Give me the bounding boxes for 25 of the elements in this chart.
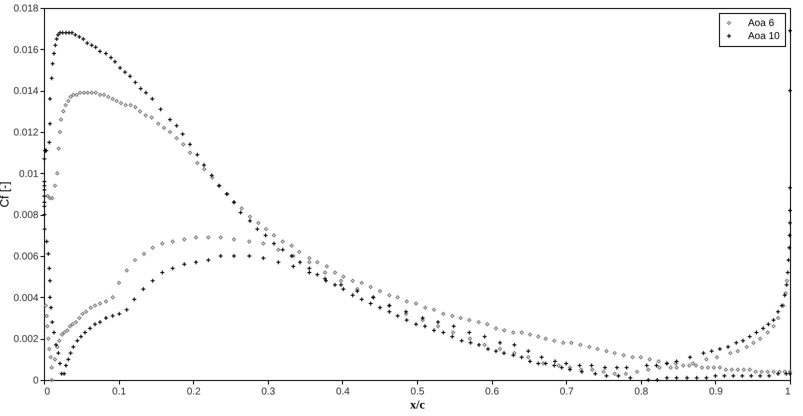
y-tick-label: 0.004 [13,292,39,304]
y-tick-label: 0.006 [13,252,39,262]
y-tick-label: 0.008 [13,210,39,222]
y-tick-label: 0.018 [13,4,39,14]
x-tick-label: 0.4 [336,386,350,398]
x-tick-label: 0.5 [410,386,425,398]
x-axis-title: x/c [410,398,426,412]
x-tick-label: 0.9 [708,386,724,398]
legend-label: Aoa 10 [748,31,780,42]
y-tick-label: 0.012 [13,128,39,138]
x-tick-label: 1 [784,386,791,398]
x-tick-label: 0.8 [634,386,649,398]
x-tick-label: 0.3 [261,386,276,398]
y-tick-label: 0.016 [13,44,39,56]
x-tick-label: 0 [44,386,50,398]
y-tick-label: 0 [32,376,39,386]
y-axis-title: Cf [-] [0,182,12,208]
y-tick-label: 0.002 [13,334,39,346]
y-tick-label: 0.01 [19,168,39,180]
x-tick-label: 0.6 [485,386,500,398]
y-tick-label: 0.014 [13,86,39,98]
x-tick-label: 0.7 [560,386,574,398]
x-tick-label: 0.1 [112,386,126,398]
legend-label: Aoa 6 [748,18,775,29]
x-tick-label: 0.2 [186,386,202,398]
